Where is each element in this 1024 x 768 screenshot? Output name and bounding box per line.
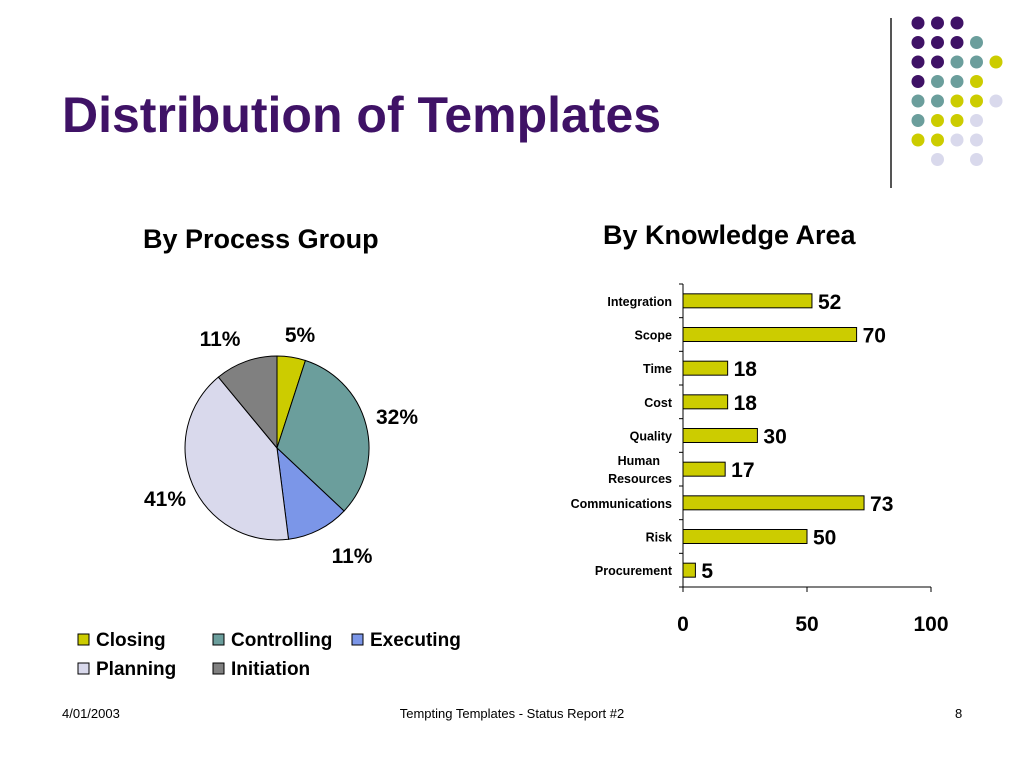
bar-human-resources: [682, 461, 726, 477]
bar-procurement: [682, 562, 696, 578]
decorative-dot: [911, 36, 925, 49]
category-label: Risk: [646, 531, 672, 545]
category-label: Cost: [644, 396, 673, 410]
legend-label-initiation: Initiation: [231, 659, 310, 680]
bar-data-label: 18: [734, 392, 758, 415]
bar-data-label: 5: [701, 560, 713, 583]
decorative-dot: [970, 153, 983, 166]
pie-data-label: 41%: [144, 488, 186, 511]
bar-data-label: 50: [813, 527, 836, 550]
decorative-dot: [950, 94, 964, 108]
decorative-dot: [911, 75, 925, 88]
decorative-dot: [931, 94, 944, 108]
pie-data-label: 5%: [285, 324, 316, 347]
decorative-dot: [950, 114, 964, 127]
decorative-dot: [911, 16, 925, 30]
decorative-dot: [950, 36, 964, 49]
bar-chart-title: By Knowledge Area: [603, 220, 856, 250]
pie-data-label: 11%: [332, 545, 373, 568]
pie-data-label: 32%: [376, 406, 418, 429]
decorative-dot: [931, 75, 944, 88]
decorative-dot: [931, 114, 944, 127]
decorative-dot: [989, 55, 1003, 69]
x-tick-label: 100: [913, 613, 948, 636]
legend-label-executing: Executing: [370, 630, 461, 651]
bar-data-label: 17: [731, 459, 754, 482]
title-divider: [890, 18, 892, 188]
category-label: Time: [643, 362, 672, 376]
legend-swatch: [351, 633, 364, 646]
pie-chart-title: By Process Group: [143, 224, 379, 254]
footer-title: Tempting Templates - Status Report #2: [399, 706, 625, 721]
decorative-dot: [950, 75, 964, 88]
bar-integration: [682, 293, 813, 309]
bar-time: [682, 360, 729, 376]
pie-slice-initiation: [217, 355, 278, 450]
decorative-dot: [911, 55, 925, 69]
footer-date: 4/01/2003: [62, 706, 120, 721]
decorative-dot: [950, 16, 964, 30]
bar-cost: [682, 394, 729, 410]
decorative-dot: [911, 94, 925, 108]
bar-data-label: 30: [763, 426, 786, 449]
x-tick-label: 50: [795, 613, 818, 636]
pie-data-label: 11%: [200, 328, 241, 351]
legend-swatch: [77, 662, 90, 675]
category-label: Quality: [630, 430, 672, 444]
decorative-dot: [970, 133, 983, 147]
category-label-line: Resources: [608, 472, 672, 486]
bar-risk: [682, 529, 808, 544]
pie-slice-controlling: [276, 359, 370, 512]
category-label: Procurement: [595, 564, 673, 578]
category-label: Scope: [634, 329, 672, 343]
bar-data-label: 52: [818, 291, 841, 314]
legend-swatch: [212, 633, 225, 646]
page-number: 8: [955, 706, 963, 721]
slide-title: Distribution of Templates: [62, 87, 662, 143]
legend-label-planning: Planning: [96, 659, 176, 680]
decorative-dot: [950, 133, 964, 147]
decorative-dot: [931, 55, 944, 69]
category-label: Integration: [607, 295, 672, 309]
decorative-dot: [989, 94, 1003, 108]
legend-label-closing: Closing: [96, 630, 166, 651]
decorative-dot: [911, 114, 925, 127]
legend-label-controlling: Controlling: [231, 630, 332, 651]
legend-swatch: [77, 633, 90, 646]
decorative-dot: [931, 16, 944, 30]
category-label-line: Human: [618, 454, 660, 468]
decorative-dot: [931, 133, 944, 147]
category-label: Communications: [571, 497, 672, 511]
decorative-dot: [950, 55, 964, 69]
decorative-dot: [970, 94, 983, 108]
bar-scope: [682, 327, 858, 342]
decorative-dot: [970, 36, 983, 49]
x-tick-label: 0: [677, 613, 689, 636]
decorative-dot: [931, 153, 944, 166]
bar-data-label: 18: [734, 358, 758, 381]
bar-communications: [682, 495, 865, 511]
bar-quality: [682, 428, 758, 443]
decorative-dot: [970, 114, 983, 127]
bar-data-label: 70: [863, 325, 886, 348]
pie-slice-planning: [184, 376, 290, 541]
decorative-dot: [970, 75, 983, 88]
decorative-dot: [931, 36, 944, 49]
bar-data-label: 73: [870, 493, 893, 516]
decorative-dot: [970, 55, 983, 69]
decorative-dot: [911, 133, 925, 147]
legend-swatch: [212, 662, 225, 675]
decorative-dot-grid: [911, 16, 1003, 166]
